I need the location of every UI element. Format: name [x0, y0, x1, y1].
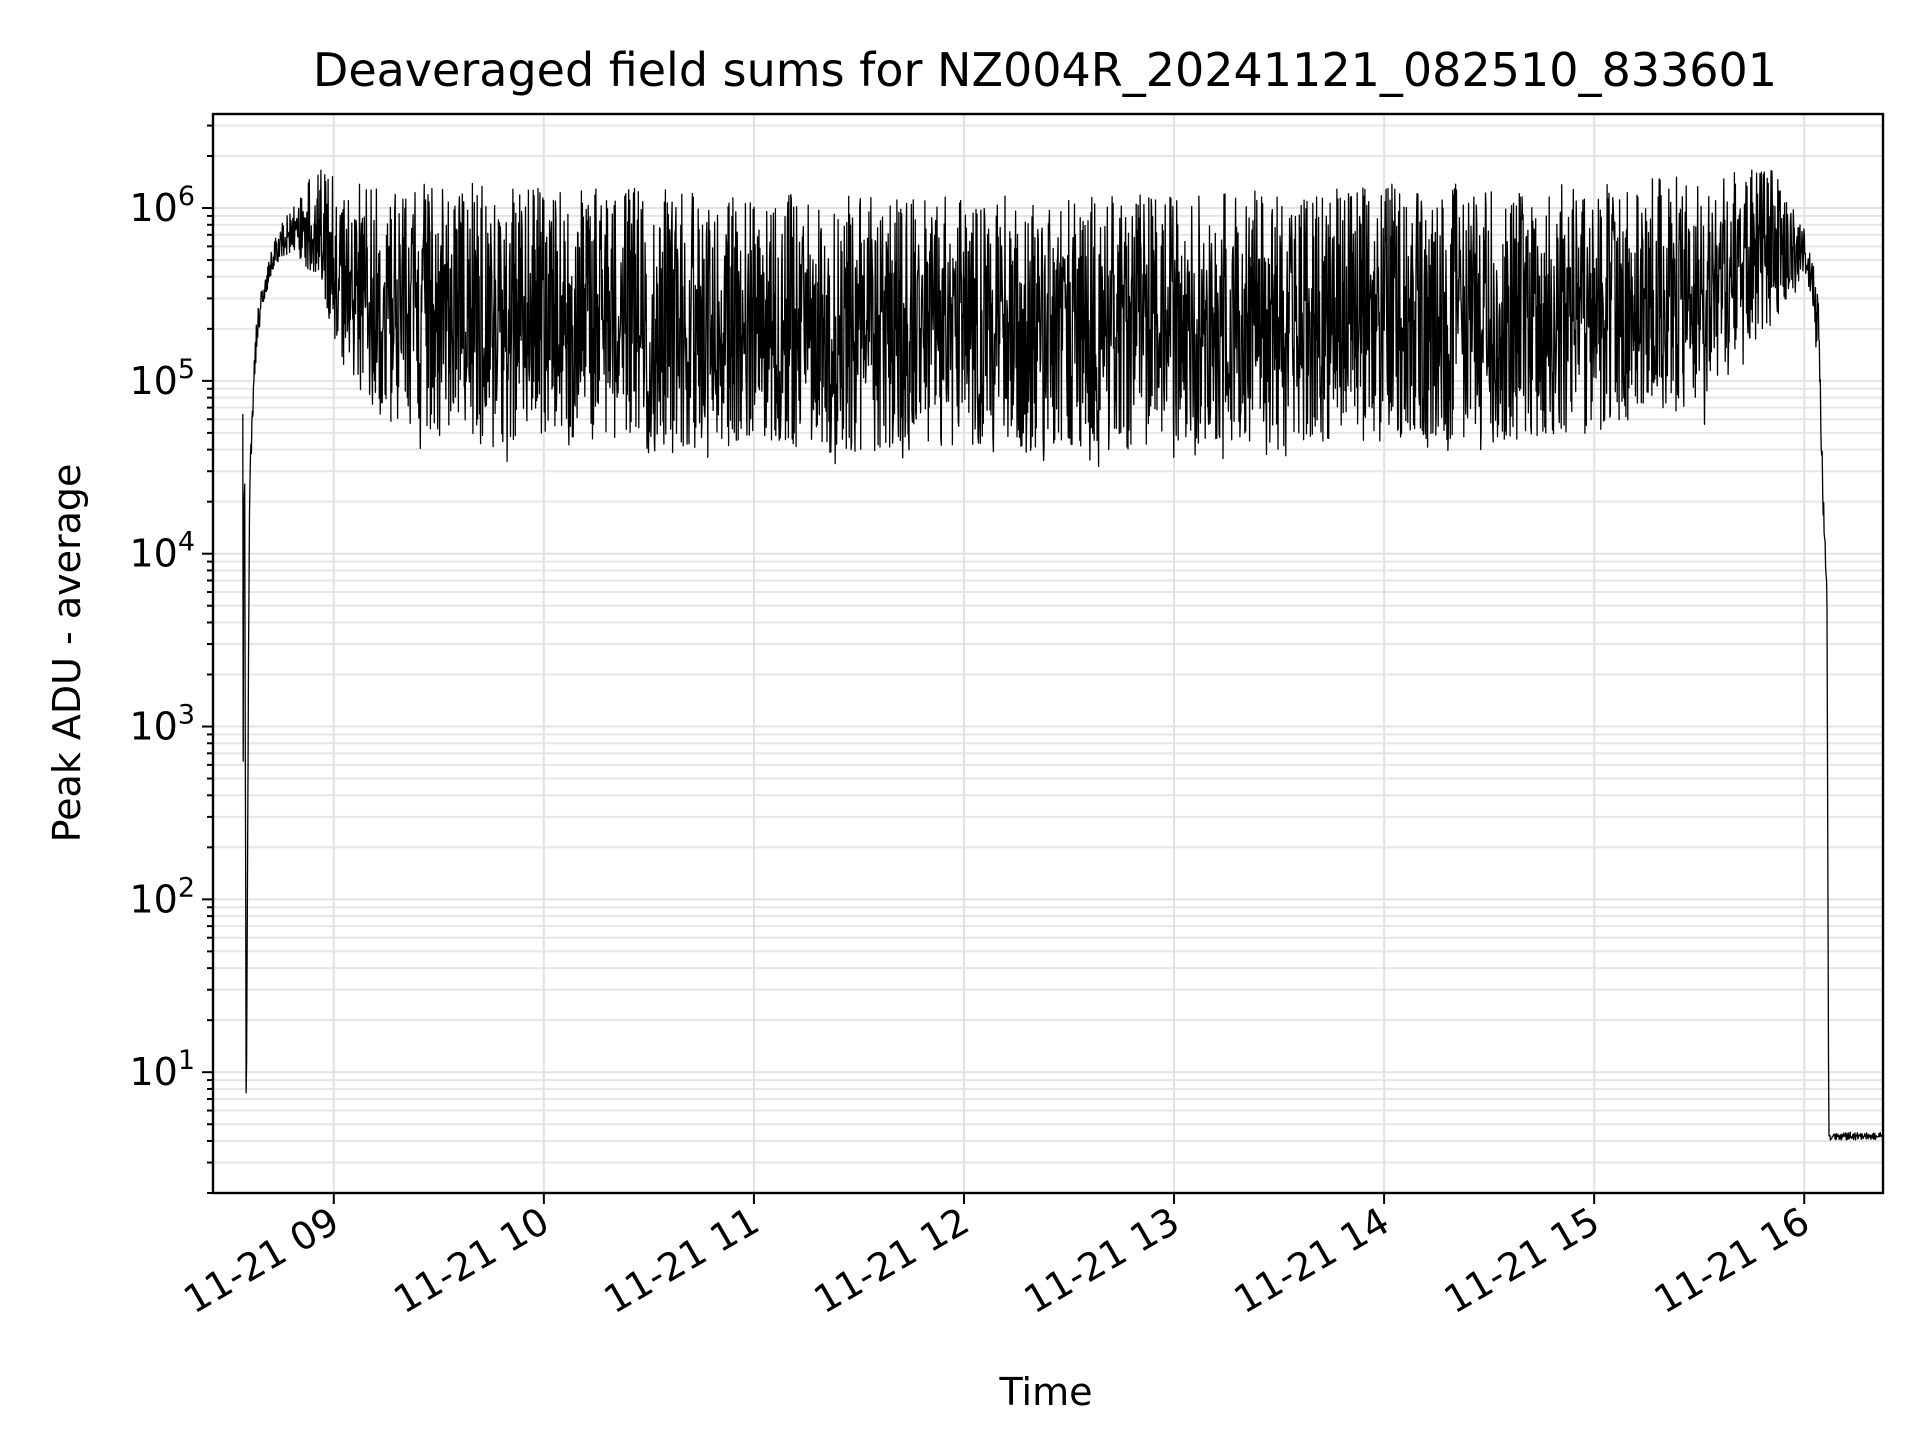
y-tick-label: 106 — [129, 181, 195, 230]
data-line — [242, 169, 1884, 1141]
y-tick-label: 102 — [129, 872, 195, 921]
y-tick-label: 104 — [129, 527, 195, 576]
chart-title: Deaveraged field sums for NZ004R_2024112… — [313, 43, 1777, 97]
x-axis-label: Time — [999, 1370, 1093, 1414]
y-tick-label: 101 — [129, 1045, 195, 1094]
y-tick-label: 105 — [129, 354, 195, 403]
y-tick-labels: 101 102 103 104 105 106 — [129, 181, 195, 1094]
y-tick-label: 103 — [129, 700, 195, 749]
plot-frame — [211, 112, 1885, 1195]
axis-ticks — [202, 124, 1806, 1204]
series-layer — [242, 169, 1884, 1141]
y-axis-label: Peak ADU - average — [45, 464, 89, 843]
